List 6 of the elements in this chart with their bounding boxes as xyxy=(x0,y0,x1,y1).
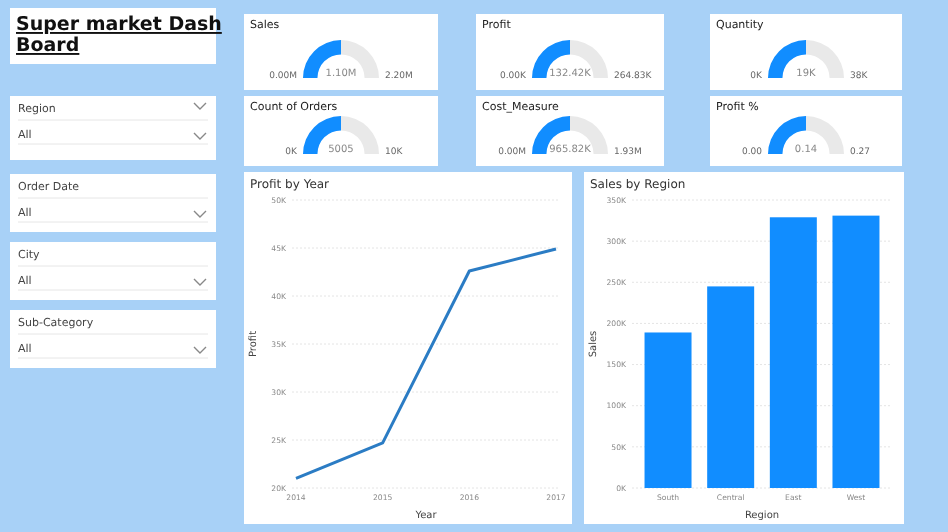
bar xyxy=(644,332,692,488)
line-series xyxy=(294,247,558,480)
text: Super market Dash Board xyxy=(16,14,223,57)
bar xyxy=(769,217,817,488)
bar xyxy=(707,286,755,488)
bar xyxy=(832,215,880,488)
